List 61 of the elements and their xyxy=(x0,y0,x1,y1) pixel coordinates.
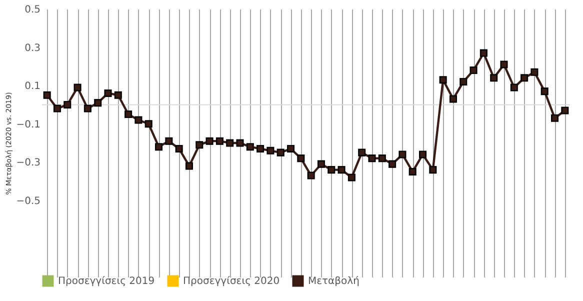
point xyxy=(500,60,508,68)
point xyxy=(236,139,244,147)
y-tick-label: −0.5 xyxy=(16,196,40,207)
y-tick-label: 0.1 xyxy=(24,81,40,92)
point xyxy=(561,106,569,114)
point xyxy=(348,174,356,182)
point xyxy=(480,49,488,57)
point xyxy=(540,88,548,96)
point xyxy=(449,95,457,103)
point xyxy=(155,143,163,151)
point xyxy=(530,68,538,76)
point xyxy=(368,154,376,162)
point xyxy=(338,166,346,174)
point xyxy=(429,166,437,174)
point xyxy=(74,84,82,92)
y-tick-label: −0.1 xyxy=(16,119,40,130)
point xyxy=(287,144,295,153)
point xyxy=(276,148,284,156)
point xyxy=(307,172,315,180)
point xyxy=(256,144,264,153)
point xyxy=(328,166,336,174)
point xyxy=(398,150,406,158)
point xyxy=(470,66,478,74)
point xyxy=(226,139,234,147)
point xyxy=(358,148,366,156)
point xyxy=(196,141,204,149)
point xyxy=(84,104,92,112)
y-tick-label: 0.3 xyxy=(24,42,40,54)
point xyxy=(378,154,386,162)
point xyxy=(216,137,224,145)
legend-label: Μεταβολή xyxy=(308,276,360,287)
point xyxy=(388,160,396,168)
point xyxy=(206,137,214,145)
legend-label: Προσεγγίσεις 2020 xyxy=(183,276,280,287)
point xyxy=(64,100,72,108)
point xyxy=(114,91,122,99)
point xyxy=(408,168,416,176)
point xyxy=(104,89,112,97)
point xyxy=(43,91,51,99)
point xyxy=(165,137,173,145)
legend-label: Προσεγγίσεις 2019 xyxy=(58,276,155,287)
point xyxy=(297,154,305,162)
point xyxy=(317,160,325,168)
point xyxy=(175,144,183,153)
point xyxy=(520,74,528,82)
y-tick-label: 0.5 xyxy=(24,4,40,16)
point xyxy=(53,104,61,112)
point xyxy=(144,120,152,128)
point xyxy=(419,150,427,158)
point xyxy=(124,110,132,118)
point xyxy=(510,84,518,92)
point xyxy=(439,76,447,84)
point xyxy=(460,78,468,86)
point xyxy=(134,116,142,124)
y-tick-label: −0.3 xyxy=(16,158,40,169)
point xyxy=(551,114,559,122)
point xyxy=(266,146,274,154)
point xyxy=(490,74,498,82)
point xyxy=(246,143,254,151)
point xyxy=(185,162,193,170)
point xyxy=(94,99,102,107)
